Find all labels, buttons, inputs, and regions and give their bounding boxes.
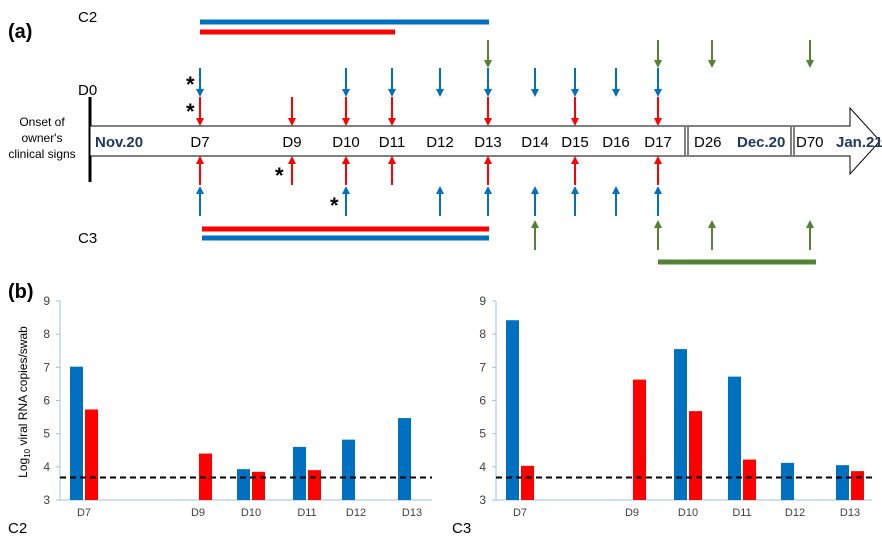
chart-c2-xtick-label-d10: D10 bbox=[241, 507, 261, 519]
chart-c3-blue-bar-d7 bbox=[506, 320, 519, 500]
chart-c3-panel-label: C3 bbox=[452, 520, 471, 537]
chart-c2-xtick-label-d13: D13 bbox=[402, 507, 422, 519]
chart-c2-ytick-label-4: 4 bbox=[43, 460, 50, 474]
chart-c3-red-bar-d11 bbox=[743, 459, 756, 500]
chart-c3-xtick-label-d13: D13 bbox=[840, 507, 860, 519]
day-label-d12: D12 bbox=[426, 134, 454, 151]
chart-c3-ytick-label-3: 3 bbox=[479, 493, 486, 507]
panel-b: (b) C2 C3 Log10 viral RNA copies/swab 3 4… bbox=[8, 281, 872, 537]
chart-c3-red-bar-d7 bbox=[521, 465, 534, 500]
chart-c2-xtick-label-d7: D7 bbox=[77, 507, 91, 519]
chart-c3-blue-bar-d11 bbox=[728, 376, 741, 500]
day-label-d26: D26 bbox=[694, 134, 722, 151]
panel-label-a: (a) bbox=[8, 21, 32, 43]
chart-c2-blue-bar-d10 bbox=[237, 469, 250, 500]
month-label-jan: Jan.21 bbox=[836, 134, 882, 151]
chart-c3: 3 4 5 6 7 8 9 D7 D9 D10 D11 D12 D13 bbox=[479, 294, 872, 519]
onset-label-line-2: owner's bbox=[22, 131, 63, 145]
chart-c2-blue-bar-d11 bbox=[293, 446, 306, 500]
onset-label-line-3: clinical signs bbox=[8, 147, 75, 161]
chart-c2-ytick-label-9: 9 bbox=[43, 294, 50, 308]
chart-c2-ytick-label-7: 7 bbox=[43, 360, 50, 374]
timeline-arrow bbox=[89, 106, 881, 176]
asterisk-c3-blue-d10: * bbox=[330, 193, 339, 218]
row-label-c3: C3 bbox=[78, 230, 97, 247]
day-label-d10: D10 bbox=[332, 134, 360, 151]
chart-c3-ytick-label-5: 5 bbox=[479, 427, 486, 441]
chart-c3-ytick-label-9: 9 bbox=[479, 294, 486, 308]
chart-c3-red-bar-d9 bbox=[633, 379, 646, 500]
chart-c3-blue-bar-d13 bbox=[836, 465, 849, 500]
asterisk-c2-red-d7: * bbox=[186, 99, 195, 124]
chart-c3-ytick-label-6: 6 bbox=[479, 394, 486, 408]
day-label-d11: D11 bbox=[379, 134, 405, 151]
month-label-dec: Dec.20 bbox=[737, 134, 785, 151]
asterisk-c3-red-d9: * bbox=[275, 163, 284, 188]
chart-c3-xtick-label-d12: D12 bbox=[785, 507, 805, 519]
chart-c2-ylabel: Log10 viral RNA copies/swab bbox=[16, 326, 32, 478]
onset-label-line-1: Onset of bbox=[19, 115, 65, 129]
chart-c3-blue-bar-d10 bbox=[674, 349, 687, 500]
chart-c2-ytick-label-6: 6 bbox=[43, 394, 50, 408]
chart-c2-ytick-label-3: 3 bbox=[43, 493, 50, 507]
day-label-d9: D9 bbox=[282, 134, 301, 151]
month-label-nov: Nov.20 bbox=[95, 134, 143, 151]
chart-c2-xtick-label-d9: D9 bbox=[191, 507, 205, 519]
day-label-d17: D17 bbox=[644, 134, 672, 151]
chart-c3-blue-bar-d12 bbox=[781, 462, 794, 500]
chart-c3-ytick-label-4: 4 bbox=[479, 460, 486, 474]
asterisk-c2-blue-d7: * bbox=[186, 72, 195, 97]
chart-c2-panel-label: C2 bbox=[8, 520, 27, 537]
chart-c3-xtick-label-d9: D9 bbox=[625, 507, 639, 519]
day-label-d70: D70 bbox=[796, 134, 824, 151]
chart-c2-red-bar-d11 bbox=[308, 470, 321, 500]
row-label-d0: D0 bbox=[78, 82, 97, 99]
row-label-c2: C2 bbox=[78, 9, 97, 26]
day-labels: D7 D9 D10 D11 D12 D13 D14 D15 D16 D17 bbox=[190, 134, 671, 151]
chart-c3-red-bar-d10 bbox=[689, 411, 702, 500]
chart-c2-ytick-label-5: 5 bbox=[43, 427, 50, 441]
chart-c3-xtick-label-d10: D10 bbox=[678, 507, 698, 519]
sampling-arrows bbox=[196, 40, 814, 250]
chart-c2: 3 4 5 6 7 8 9 D7 D9 D10 D11 D12 D13 bbox=[43, 294, 432, 519]
day-label-d15: D15 bbox=[561, 134, 589, 151]
chart-c2-xtick-label-d11: D11 bbox=[297, 507, 316, 519]
chart-c3-xtick-label-d11: D11 bbox=[732, 507, 751, 519]
day-label-d13: D13 bbox=[474, 134, 502, 151]
day-label-d16: D16 bbox=[602, 134, 630, 151]
panel-label-b: (b) bbox=[8, 281, 34, 303]
chart-c2-blue-bar-d12 bbox=[342, 439, 355, 500]
day-label-d14: D14 bbox=[521, 134, 549, 151]
chart-c3-xtick-label-d7: D7 bbox=[513, 507, 527, 519]
chart-c3-ytick-label-8: 8 bbox=[479, 327, 486, 341]
chart-c2-blue-bar-d13 bbox=[398, 418, 411, 500]
chart-c2-red-bar-d7 bbox=[85, 409, 98, 500]
chart-c2-red-bar-d10 bbox=[252, 471, 265, 500]
chart-c2-blue-bar-d7 bbox=[70, 366, 83, 500]
chart-c2-xtick-label-d12: D12 bbox=[346, 507, 366, 519]
chart-c3-ytick-label-7: 7 bbox=[479, 360, 486, 374]
chart-c3-red-bar-d13 bbox=[851, 471, 864, 500]
day-label-d7: D7 bbox=[190, 134, 209, 151]
chart-c2-ytick-label-8: 8 bbox=[43, 327, 50, 341]
panel-a: (a) C2 D0 C3 Onset of owner's clinical s… bbox=[8, 9, 882, 265]
